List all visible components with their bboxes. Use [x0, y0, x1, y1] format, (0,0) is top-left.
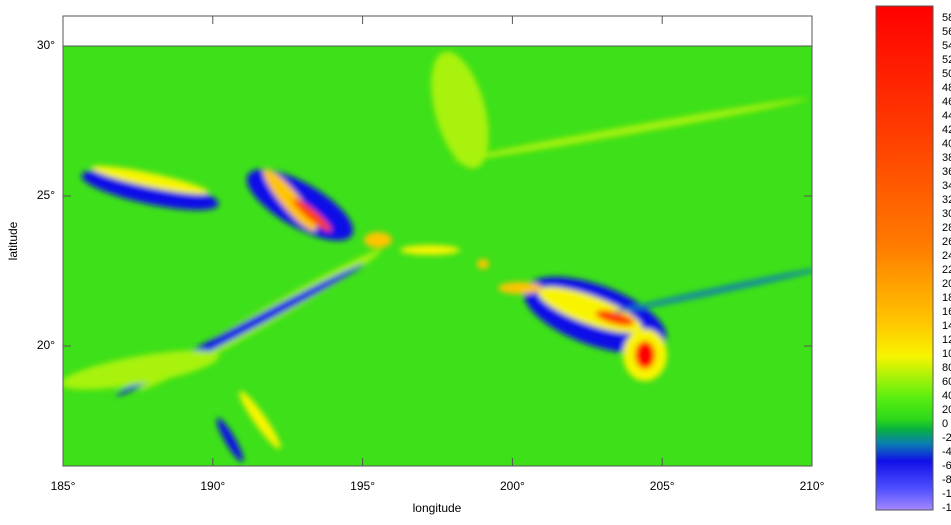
colorbar-tick-label: 420: [942, 124, 951, 136]
colorbar-tick-label: 140: [942, 320, 951, 332]
colorbar-tick-label: 360: [942, 166, 951, 178]
colorbar-tick-label: 380: [942, 152, 951, 164]
colorbar-tick-label: 520: [942, 54, 951, 66]
field-features: [63, 51, 812, 462]
colorbar-tick-label: -100: [942, 488, 951, 500]
y-axis-label: latitude: [6, 221, 20, 260]
colorbar-tick-label: 260: [942, 236, 951, 248]
x-tick-label: 195°: [350, 479, 375, 493]
x-tick-label: 205°: [650, 479, 675, 493]
colorbar: [875, 5, 934, 511]
x-tick-label: 185°: [51, 479, 76, 493]
y-tick-label: 25°: [37, 188, 55, 202]
colorbar-tick-label: 120: [942, 334, 951, 346]
x-tick-label: 210°: [800, 479, 825, 493]
colorbar-tick-label: -80: [942, 474, 951, 486]
colorbar-tick-label: 100: [942, 348, 951, 360]
colorbar-tick-label: -40: [942, 446, 951, 458]
colorbar-tick-label: 80: [942, 362, 951, 374]
axes: 185° 190° 195° 200° 205° 210° 20° 25° 30° 580 560 5…: [37, 12, 951, 514]
colorbar-tick-label: 240: [942, 250, 951, 262]
field: [63, 46, 812, 466]
colorbar-tick-label: 320: [942, 194, 951, 206]
colorbar-tick-label: 200: [942, 278, 951, 290]
colorbar-tick-label: 300: [942, 208, 951, 220]
colorbar-tick-label: 480: [942, 82, 951, 94]
y-tick-label: 20°: [37, 338, 55, 352]
colorbar-tick-label: 460: [942, 96, 951, 108]
plot-frame: [62, 15, 813, 467]
colorbar-tick-label: -60: [942, 460, 951, 472]
colorbar-tick-label: 580: [942, 12, 951, 24]
x-tick-label: 190°: [200, 479, 225, 493]
colorbar-tick-label: 160: [942, 306, 951, 318]
colorbar-tick-label: 220: [942, 264, 951, 276]
colorbar-tick-label: 400: [942, 138, 951, 150]
colorbar-tick-label: 0: [942, 418, 948, 430]
colorbar-tick-label: 340: [942, 180, 951, 192]
colorbar-tick-label: 280: [942, 222, 951, 234]
colorbar-tick-label: -120: [942, 502, 951, 514]
x-axis-label: longitude: [413, 501, 462, 515]
colorbar-tick-label: 540: [942, 40, 951, 52]
colorbar-tick-label: -20: [942, 432, 951, 444]
colorbar-tick-label: 180: [942, 292, 951, 304]
x-tick-label: 200°: [500, 479, 525, 493]
y-tick-label: 30°: [37, 38, 55, 52]
colorbar-tick-label: 500: [942, 68, 951, 80]
colorbar-tick-label: 560: [942, 26, 951, 38]
colorbar-tick-label: 40: [942, 390, 951, 402]
colorbar-tick-label: 20: [942, 404, 951, 416]
colorbar-tick-label: 60: [942, 376, 951, 388]
colorbar-tick-label: 440: [942, 110, 951, 122]
